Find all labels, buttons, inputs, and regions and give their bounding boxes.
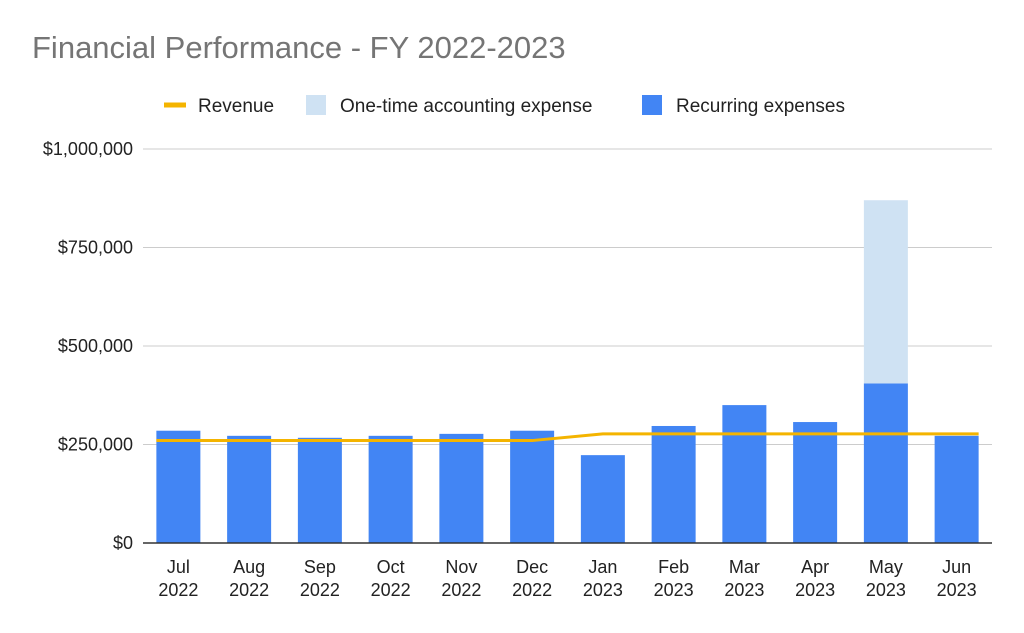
- x-tick-label-month: Sep: [304, 557, 336, 577]
- bar-recurring-expenses: [580, 455, 625, 543]
- legend-label: One-time accounting expense: [340, 96, 592, 117]
- x-tick-label-year: 2023: [937, 580, 977, 600]
- bar-recurring-expenses: [651, 425, 696, 543]
- bar-recurring-expenses: [297, 437, 342, 543]
- x-tick-label-month: Mar: [729, 557, 760, 577]
- x-tick-label-month: Apr: [801, 557, 829, 577]
- legend-swatch-recurring-expenses: [642, 95, 662, 115]
- bar-recurring-expenses: [227, 435, 272, 543]
- x-tick-label-year: 2023: [724, 580, 764, 600]
- y-tick-label: $750,000: [58, 238, 133, 258]
- bar-recurring-expenses: [934, 435, 979, 543]
- x-tick-label-year: 2023: [654, 580, 694, 600]
- legend-label: Recurring expenses: [676, 96, 845, 117]
- bar-recurring-expenses: [722, 405, 767, 543]
- bar-recurring-expenses: [510, 430, 555, 543]
- legend-swatch-one-time-accounting-expense: [306, 95, 326, 115]
- x-tick-label-month: Aug: [233, 557, 265, 577]
- x-tick-label-year: 2022: [441, 580, 481, 600]
- x-tick-label-month: May: [869, 557, 903, 577]
- x-tick-label-month: Feb: [658, 557, 689, 577]
- y-tick-label: $500,000: [58, 336, 133, 356]
- x-tick-label-month: Jul: [167, 557, 190, 577]
- bar-one-time-accounting-expense: [863, 200, 908, 384]
- y-tick-label: $0: [113, 533, 133, 553]
- revenue-line: [156, 432, 979, 443]
- x-tick-label-month: Jun: [942, 557, 971, 577]
- x-tick-label-month: Jan: [588, 557, 617, 577]
- x-tick-label-year: 2023: [583, 580, 623, 600]
- y-tick-label: $1,000,000: [43, 139, 133, 159]
- bar-recurring-expenses: [863, 383, 908, 543]
- x-tick-label-year: 2022: [158, 580, 198, 600]
- legend-label: Revenue: [198, 96, 274, 117]
- x-tick-label-year: 2023: [795, 580, 835, 600]
- legend-swatch-revenue: [164, 102, 186, 108]
- x-tick-label-year: 2022: [300, 580, 340, 600]
- x-tick-label-year: 2023: [866, 580, 906, 600]
- x-tick-label-year: 2022: [229, 580, 269, 600]
- bar-recurring-expenses: [156, 430, 201, 543]
- chart-title: Financial Performance - FY 2022-2023: [32, 30, 566, 65]
- x-tick-label-month: Dec: [516, 557, 548, 577]
- x-tick-label-year: 2022: [512, 580, 552, 600]
- x-tick-label-month: Oct: [377, 557, 405, 577]
- bar-recurring-expenses: [439, 433, 484, 543]
- y-tick-label: $250,000: [58, 435, 133, 455]
- x-tick-label-month: Nov: [445, 557, 477, 577]
- x-tick-label-year: 2022: [371, 580, 411, 600]
- bar-recurring-expenses: [368, 435, 413, 543]
- bar-recurring-expenses: [793, 422, 838, 543]
